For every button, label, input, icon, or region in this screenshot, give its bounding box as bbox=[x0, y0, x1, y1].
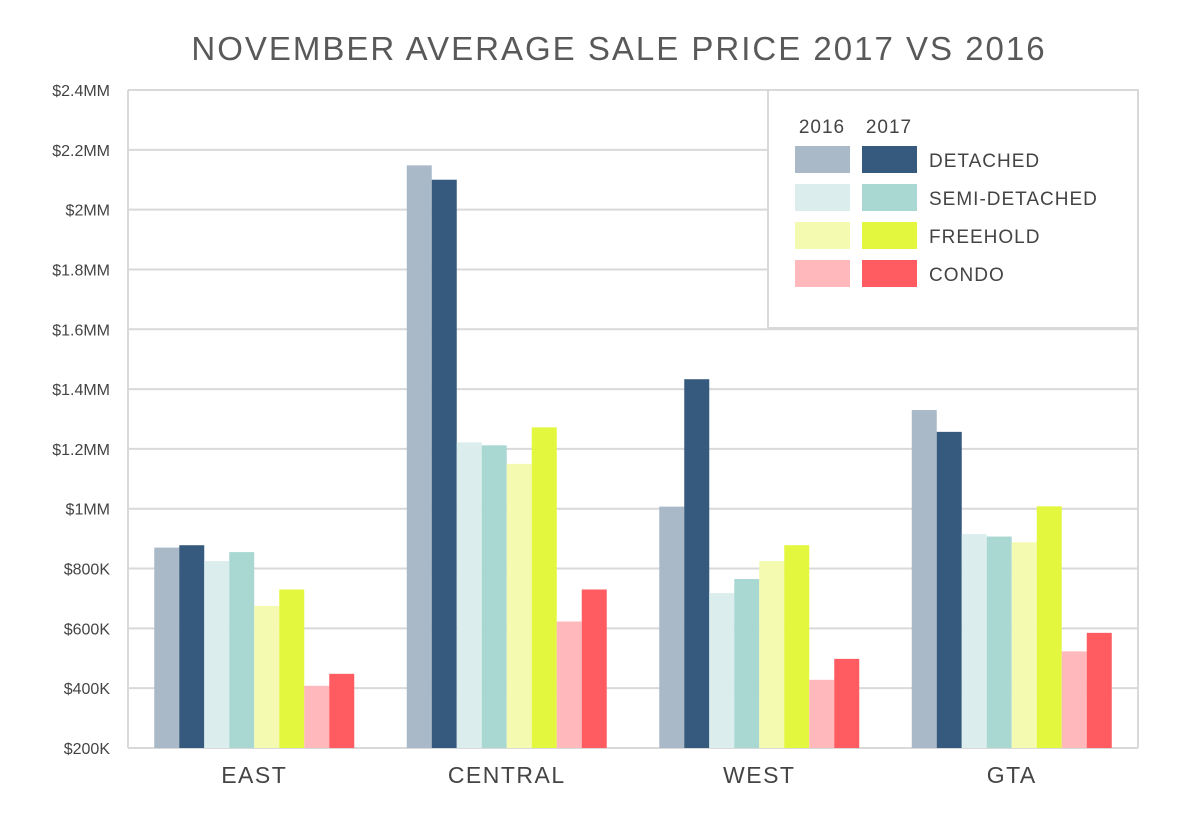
y-tick-label: $2.2MM bbox=[52, 143, 110, 160]
chart-title: NOVEMBER AVERAGE SALE PRICE 2017 VS 2016 bbox=[191, 30, 1046, 67]
bar-east-condo-2017 bbox=[329, 673, 355, 748]
legend-swatch-detached-2017 bbox=[862, 146, 917, 173]
x-category-label: WEST bbox=[723, 762, 795, 788]
x-category-label: EAST bbox=[221, 762, 287, 788]
bar-west-detached-2017 bbox=[684, 379, 710, 748]
bar-gta-detached-2016 bbox=[911, 410, 937, 748]
x-category-label: CENTRAL bbox=[448, 762, 566, 788]
y-tick-label: $1.2MM bbox=[52, 442, 110, 459]
legend-label: SEMI-DETACHED bbox=[929, 189, 1098, 210]
bar-west-semi-detached-2017 bbox=[734, 579, 760, 748]
y-tick-label: $600K bbox=[64, 621, 111, 638]
legend-swatch-condo-2016 bbox=[795, 260, 850, 287]
bar-west-freehold-2016 bbox=[759, 561, 785, 748]
bar-gta-semi-detached-2016 bbox=[961, 534, 987, 748]
bar-east-detached-2016 bbox=[154, 547, 180, 748]
bar-central-freehold-2017 bbox=[531, 427, 557, 748]
legend-swatch-detached-2016 bbox=[795, 146, 850, 173]
y-tick-label: $1.6MM bbox=[52, 322, 110, 339]
legend-swatch-semi-detached-2016 bbox=[795, 184, 850, 211]
y-tick-label: $800K bbox=[64, 562, 111, 579]
y-tick-label: $2.4MM bbox=[52, 83, 110, 100]
bar-central-condo-2016 bbox=[556, 621, 582, 748]
bar-central-condo-2017 bbox=[581, 589, 607, 748]
bar-central-semi-detached-2017 bbox=[481, 445, 507, 748]
bar-west-condo-2016 bbox=[809, 679, 835, 748]
bar-central-semi-detached-2016 bbox=[456, 442, 482, 748]
bar-central-freehold-2016 bbox=[506, 463, 532, 748]
bar-central-detached-2016 bbox=[406, 165, 432, 748]
y-tick-label: $2MM bbox=[66, 203, 110, 220]
bar-west-semi-detached-2016 bbox=[709, 593, 735, 748]
bar-central-detached-2017 bbox=[431, 179, 457, 748]
x-axis-category-labels: EAST CENTRAL WEST GTA bbox=[221, 762, 1037, 788]
legend-swatch-freehold-2016 bbox=[795, 222, 850, 249]
bar-east-condo-2016 bbox=[304, 685, 330, 748]
legend-swatch-freehold-2017 bbox=[862, 222, 917, 249]
y-tick-label: $1.8MM bbox=[52, 262, 110, 279]
legend-swatch-semi-detached-2017 bbox=[862, 184, 917, 211]
y-tick-label: $400K bbox=[64, 681, 111, 698]
bar-gta-freehold-2016 bbox=[1011, 542, 1037, 748]
bar-east-semi-detached-2017 bbox=[229, 552, 255, 748]
bar-east-detached-2017 bbox=[179, 545, 205, 748]
bar-east-semi-detached-2016 bbox=[204, 561, 230, 748]
legend-label: CONDO bbox=[929, 265, 1005, 286]
bar-west-detached-2016 bbox=[659, 506, 685, 748]
legend-year-2016: 2016 bbox=[799, 117, 845, 138]
y-tick-label: $1MM bbox=[66, 502, 110, 519]
bar-gta-detached-2017 bbox=[936, 431, 962, 748]
y-tick-label: $1.4MM bbox=[52, 382, 110, 399]
y-axis-tick-labels: $200K $400K $600K $800K $1MM $1.2MM $1.4MM $1.6… bbox=[52, 83, 110, 758]
x-category-label: GTA bbox=[987, 762, 1037, 788]
legend-label: FREEHOLD bbox=[929, 227, 1040, 248]
bar-west-condo-2017 bbox=[834, 658, 860, 748]
legend-swatch-condo-2017 bbox=[862, 260, 917, 287]
bar-gta-semi-detached-2017 bbox=[986, 536, 1012, 748]
bar-gta-freehold-2017 bbox=[1036, 506, 1062, 748]
bars bbox=[154, 165, 1112, 748]
bar-east-freehold-2016 bbox=[254, 605, 280, 748]
bar-gta-condo-2016 bbox=[1061, 651, 1087, 748]
bar-west-freehold-2017 bbox=[784, 545, 810, 748]
legend: 2016 2017 DETACHED SEMI-DETACHED FREEHOLD CON… bbox=[767, 89, 1139, 329]
y-tick-label: $200K bbox=[64, 741, 111, 758]
gridlines bbox=[127, 89, 1139, 749]
legend-label: DETACHED bbox=[929, 151, 1040, 172]
legend-year-2017: 2017 bbox=[866, 117, 912, 138]
bar-east-freehold-2017 bbox=[279, 589, 305, 748]
bar-gta-condo-2017 bbox=[1086, 632, 1112, 748]
